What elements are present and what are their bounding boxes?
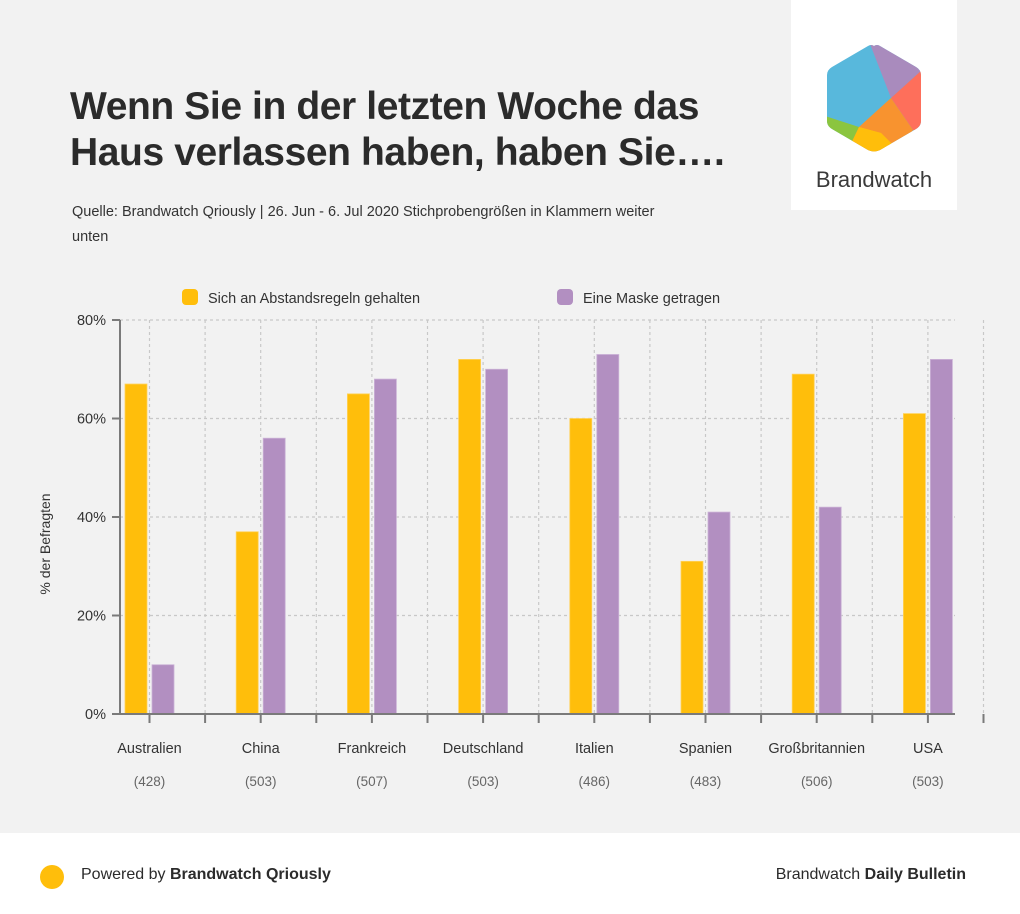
legend-label: Sich an Abstandsregeln gehalten xyxy=(208,291,420,307)
sample-size-label: (503) xyxy=(245,774,277,789)
axes: 0% 20% 40% 60% 80% Australien (428) China (503) F… xyxy=(77,313,985,789)
bar-maske-frankreich xyxy=(373,378,397,715)
bar-abstand-australien xyxy=(124,383,148,715)
bar-abstand-usa xyxy=(903,413,926,715)
legend-swatch xyxy=(557,289,573,305)
bar-chart: Sich an Abstandsregeln gehalten Eine Mask… xyxy=(37,289,985,789)
powered-by-brand: Brandwatch Qriously xyxy=(169,866,331,883)
bar-maske-australien xyxy=(151,664,175,715)
chart-title: Wenn Sie in der letzten Woche das Haus v… xyxy=(70,85,725,174)
chart-subtitle: Quelle: Brandwatch Qriously | 26. Jun - … xyxy=(72,204,655,245)
legend: Sich an Abstandsregeln gehalten Eine Mask… xyxy=(182,289,720,307)
sample-size-label: (503) xyxy=(467,774,499,789)
bar-abstand-china xyxy=(235,531,259,715)
x-tick-label: Spanien xyxy=(679,741,732,757)
bar-maske-usa xyxy=(930,359,953,715)
sample-size-label: (483) xyxy=(690,774,722,789)
x-tick-label: Australien xyxy=(117,741,181,757)
x-tick-label: Italien xyxy=(575,741,614,757)
x-tick-label: Deutschland xyxy=(443,741,524,757)
y-tick-label: 40% xyxy=(77,510,106,526)
footer-dot-icon xyxy=(40,865,64,889)
bars xyxy=(124,354,953,715)
x-tick-label: Großbritannien xyxy=(768,741,865,757)
y-tick-label: 20% xyxy=(77,609,106,625)
brand-logo-card: Brandwatch xyxy=(791,0,957,210)
bar-abstand-spanien xyxy=(680,560,704,715)
sample-size-label: (503) xyxy=(912,774,944,789)
bar-abstand-großbritannien xyxy=(791,373,815,715)
bar-maske-spanien xyxy=(707,511,731,715)
powered-by-prefix: Powered by xyxy=(81,866,170,883)
grid xyxy=(120,319,985,714)
bar-abstand-deutschland xyxy=(458,359,482,715)
y-tick-label: 0% xyxy=(85,707,106,723)
x-tick-label: China xyxy=(242,741,281,757)
sample-size-label: (428) xyxy=(134,774,166,789)
footer: Powered by Brandwatch Qriously Brandwatc… xyxy=(0,833,1020,914)
bar-maske-deutschland xyxy=(485,368,509,715)
x-tick-label: USA xyxy=(913,741,943,757)
daily-bulletin-brand: Daily Bulletin xyxy=(864,866,966,883)
brand-name: Brandwatch xyxy=(815,167,933,192)
legend-item[interactable]: Eine Maske getragen xyxy=(557,289,720,307)
legend-label: Eine Maske getragen xyxy=(583,291,720,307)
bar-maske-italien xyxy=(596,354,620,715)
bar-abstand-frankreich xyxy=(346,393,370,715)
x-tick-label: Frankreich xyxy=(338,741,407,757)
y-tick-label: 60% xyxy=(77,412,106,428)
y-tick-label: 80% xyxy=(77,313,106,329)
sample-size-label: (507) xyxy=(356,774,388,789)
bar-maske-china xyxy=(262,437,286,715)
daily-bulletin-prefix: Brandwatch xyxy=(775,866,865,883)
sample-size-label: (506) xyxy=(801,774,833,789)
brandwatch-hexagon-logo-icon xyxy=(827,45,921,152)
legend-swatch xyxy=(182,289,198,305)
daily-bulletin: Brandwatch Daily Bulletin xyxy=(776,866,966,884)
powered-by: Powered by Brandwatch Qriously xyxy=(81,866,331,884)
bar-abstand-italien xyxy=(569,418,593,715)
sample-size-label: (486) xyxy=(579,774,611,789)
y-axis-label: % der Befragten xyxy=(37,493,53,594)
legend-item[interactable]: Sich an Abstandsregeln gehalten xyxy=(182,289,420,307)
bar-maske-großbritannien xyxy=(818,506,842,715)
